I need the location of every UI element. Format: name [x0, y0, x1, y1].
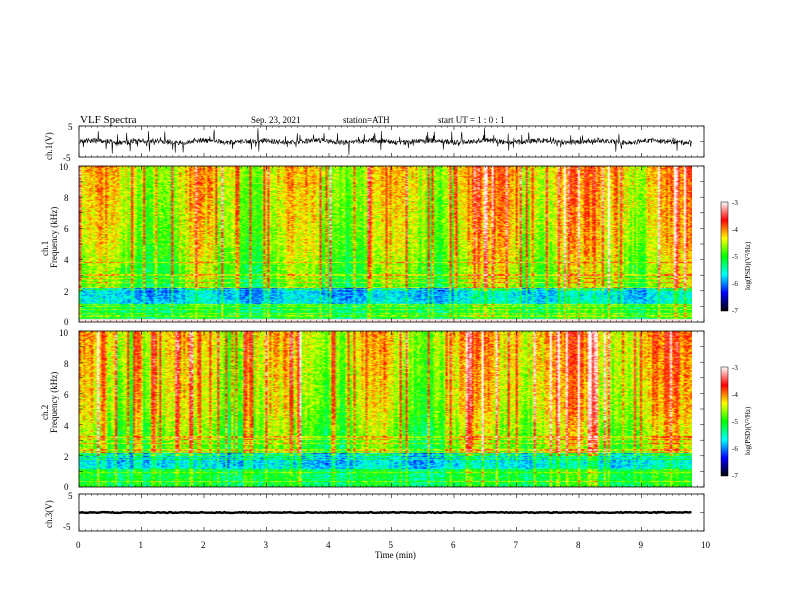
x-tick-label: 0 — [76, 540, 81, 550]
x-tick-label: 7 — [514, 540, 519, 550]
ch3-ytick-bottom: -5 — [63, 522, 71, 532]
x-tick-label: 3 — [264, 540, 269, 550]
ch1-colorbar-tick-7: -7 — [732, 307, 738, 315]
ch1-ytick-0: 0 — [64, 317, 69, 327]
x-tick-label: 2 — [201, 540, 206, 550]
x-axis-title: Time (min) — [375, 550, 416, 560]
ch1-spectrogram-ylabel-channel: ch.1 — [40, 241, 50, 256]
ch2-spectrogram-heatmap — [79, 331, 692, 487]
ch1-ytick-bottom: -5 — [63, 153, 71, 163]
start-time-label: start UT = 1 : 0 : 1 — [438, 115, 505, 125]
ch1-colorbar-tick-4: -4 — [732, 226, 738, 234]
ch2-ytick-6: 6 — [64, 390, 69, 400]
ch2-ytick-4: 4 — [64, 421, 69, 431]
x-tick-label: 8 — [576, 540, 581, 550]
ch2-colorbar-tick-4: -4 — [732, 391, 738, 399]
ch1-waveform-panel: 5 -5 ch.1(V) — [44, 122, 705, 163]
ch2-colorbar-gradient — [720, 366, 729, 477]
ch1-ytick-6: 6 — [64, 224, 69, 234]
ch1-colorbar-title: log(PSD)(V²/Hz) — [744, 241, 752, 290]
ch1-ytick-10: 10 — [59, 162, 69, 172]
ch1-ytick-4: 4 — [64, 255, 69, 265]
ch2-ytick-0: 0 — [64, 482, 69, 492]
ch2-colorbar-tick-7: -7 — [732, 472, 738, 480]
ch1-spectrogram-heatmap — [79, 166, 692, 322]
ch1-colorbar-tick-6: -6 — [732, 280, 738, 288]
ch2-spectrogram-ylabel-channel: ch.2 — [40, 405, 50, 420]
ch3-ytick-top: 5 — [68, 491, 73, 501]
ch2-colorbar-title: log(PSD)(V²/Hz) — [744, 406, 752, 455]
ch1-ytick-top: 5 — [68, 122, 73, 132]
ch2-colorbar-tick-6: -6 — [732, 445, 738, 453]
station-label: station=ATH — [343, 115, 390, 125]
ch1-waveform-ylabel: ch.1(V) — [44, 132, 54, 160]
ch1-colorbar-gradient — [720, 201, 729, 312]
ch3-waveform-line — [78, 510, 692, 515]
ch2-ytick-2: 2 — [64, 452, 69, 462]
ch2-colorbar-tick-3: -3 — [732, 364, 738, 372]
ch2-colorbar-tick-5: -5 — [732, 418, 738, 426]
figure-title: VLF Spectra — [80, 114, 137, 126]
ch1-ytick-8: 8 — [64, 193, 69, 203]
ch1-spectrogram-ylabel-frequency: Frequency (kHz) — [49, 207, 59, 268]
ch1-ytick-2: 2 — [64, 287, 69, 297]
ch2-ytick-10: 10 — [59, 328, 69, 338]
x-tick-label: 10 — [701, 540, 711, 550]
ch2-spectrogram-ylabel-frequency: Frequency (kHz) — [49, 372, 59, 433]
ch1-waveform-line — [78, 127, 692, 155]
ch2-spectrogram-panel: 0 2 4 6 8 10 ch.2 Frequency (kHz) -3 -4 … — [40, 328, 752, 492]
ch3-waveform-ylabel: ch.3(V) — [44, 500, 54, 528]
x-tick-label: 9 — [639, 540, 644, 550]
ch3-waveform-panel: 5 -5 ch.3(V) — [44, 491, 705, 532]
y-tick-marks — [79, 125, 704, 532]
ch2-ytick-8: 8 — [64, 359, 69, 369]
ch2-colorbar: -3 -4 -5 -6 -7 log(PSD)(V²/Hz) — [720, 364, 752, 480]
ch1-colorbar-tick-3: -3 — [732, 199, 738, 207]
time-x-axis: 0 1 2 3 4 5 6 7 8 9 10 — [76, 126, 711, 550]
x-tick-label: 6 — [451, 540, 456, 550]
x-tick-label: 1 — [139, 540, 144, 550]
ch1-colorbar-tick-5: -5 — [732, 253, 738, 261]
x-tick-label: 4 — [326, 540, 331, 550]
ch1-spectrogram-panel: 0 2 4 6 8 10 ch.1 Frequency (kHz) -3 -4 … — [40, 162, 752, 327]
x-tick-label: 5 — [389, 540, 394, 550]
date-label: Sep. 23, 2021 — [251, 115, 301, 125]
ch1-colorbar: -3 -4 -5 -6 -7 log(PSD)(V²/Hz) — [720, 199, 752, 315]
